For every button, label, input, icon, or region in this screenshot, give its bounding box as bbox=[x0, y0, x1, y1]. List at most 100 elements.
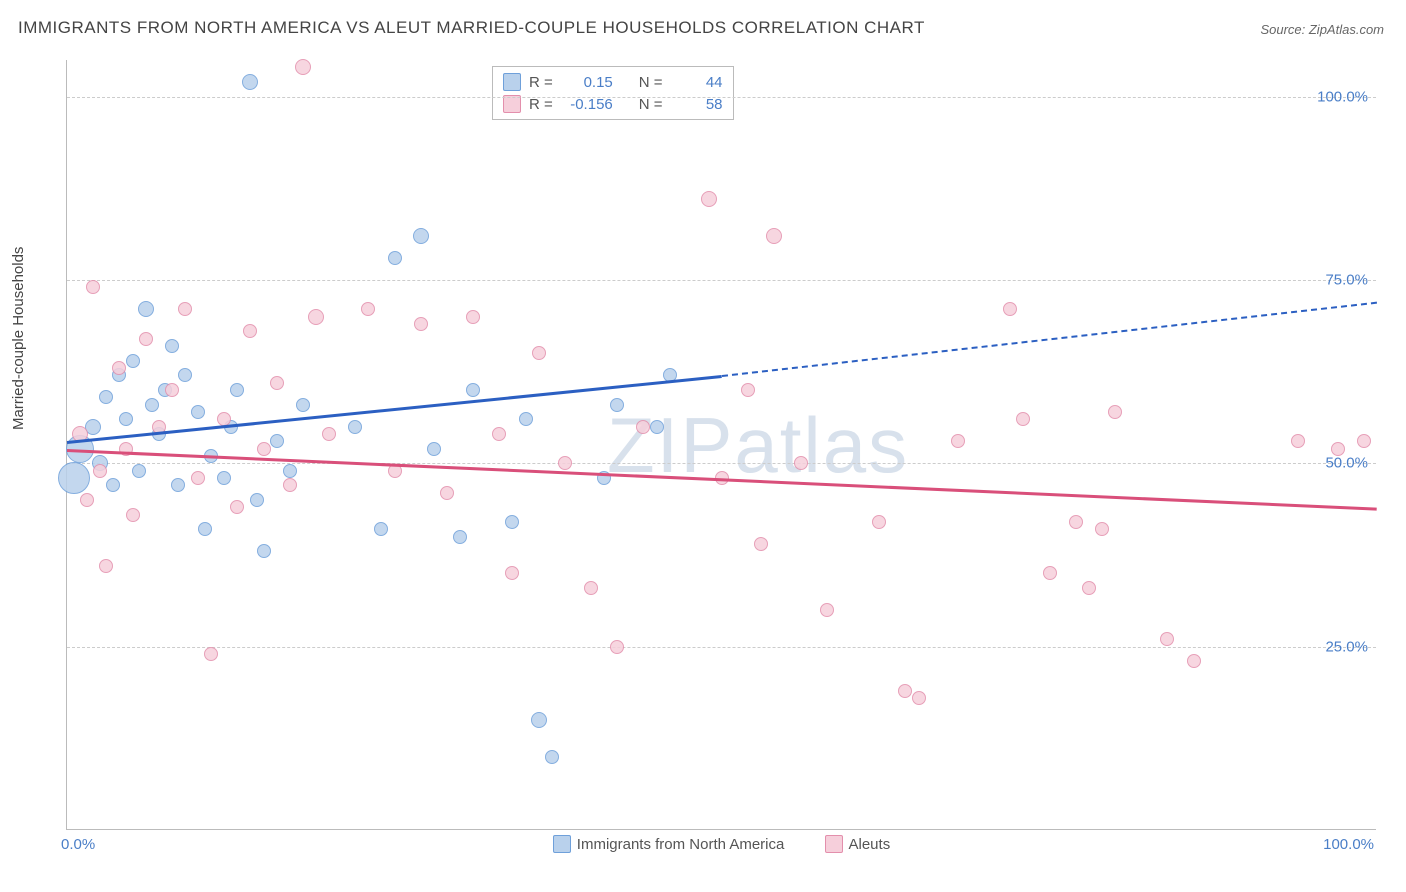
scatter-point bbox=[466, 383, 480, 397]
scatter-point bbox=[741, 383, 755, 397]
stats-row: R = 0.15 N = 44 bbox=[503, 71, 723, 93]
n-label: N = bbox=[639, 96, 663, 113]
scatter-point bbox=[86, 280, 100, 294]
scatter-point bbox=[519, 412, 533, 426]
scatter-point bbox=[820, 603, 834, 617]
scatter-point bbox=[361, 302, 375, 316]
scatter-point bbox=[1069, 515, 1083, 529]
scatter-point bbox=[872, 515, 886, 529]
scatter-point bbox=[1291, 434, 1305, 448]
x-tick-label: 0.0% bbox=[61, 836, 95, 853]
scatter-point bbox=[99, 390, 113, 404]
scatter-point bbox=[794, 456, 808, 470]
scatter-point bbox=[230, 383, 244, 397]
scatter-point bbox=[132, 464, 146, 478]
y-tick-label: 75.0% bbox=[1325, 272, 1368, 289]
scatter-point bbox=[492, 427, 506, 441]
scatter-point bbox=[532, 346, 546, 360]
scatter-point bbox=[701, 191, 717, 207]
swatch-icon bbox=[553, 835, 571, 853]
scatter-point bbox=[1043, 566, 1057, 580]
scatter-point bbox=[283, 478, 297, 492]
legend: Immigrants from North America Aleuts bbox=[67, 835, 1376, 857]
correlation-stats-box: R = 0.15 N = 44 R = -0.156 N = 58 bbox=[492, 66, 734, 120]
scatter-point bbox=[119, 412, 133, 426]
scatter-point bbox=[505, 515, 519, 529]
scatter-point bbox=[165, 339, 179, 353]
gridline bbox=[67, 463, 1376, 464]
r-value: -0.156 bbox=[561, 96, 613, 113]
gridline bbox=[67, 280, 1376, 281]
scatter-point bbox=[139, 332, 153, 346]
scatter-point bbox=[951, 434, 965, 448]
scatter-point bbox=[388, 251, 402, 265]
scatter-point bbox=[650, 420, 664, 434]
scatter-point bbox=[374, 522, 388, 536]
scatter-point bbox=[257, 544, 271, 558]
scatter-point bbox=[270, 376, 284, 390]
legend-label: Aleuts bbox=[849, 836, 891, 853]
n-value: 58 bbox=[671, 96, 723, 113]
scatter-point bbox=[1095, 522, 1109, 536]
scatter-point bbox=[295, 59, 311, 75]
chart-plot-area: ZIPatlas R = 0.15 N = 44 R = -0.156 N = … bbox=[66, 60, 1376, 830]
scatter-point bbox=[178, 302, 192, 316]
scatter-point bbox=[505, 566, 519, 580]
scatter-point bbox=[58, 462, 90, 494]
scatter-point bbox=[257, 442, 271, 456]
gridline bbox=[67, 647, 1376, 648]
n-value: 44 bbox=[671, 74, 723, 91]
scatter-point bbox=[93, 464, 107, 478]
scatter-point bbox=[270, 434, 284, 448]
scatter-point bbox=[191, 471, 205, 485]
chart-title: IMMIGRANTS FROM NORTH AMERICA VS ALEUT M… bbox=[18, 18, 925, 38]
scatter-point bbox=[204, 647, 218, 661]
scatter-point bbox=[427, 442, 441, 456]
scatter-point bbox=[1160, 632, 1174, 646]
scatter-point bbox=[1003, 302, 1017, 316]
gridline bbox=[67, 97, 1376, 98]
source-attribution: Source: ZipAtlas.com bbox=[1260, 22, 1384, 37]
y-tick-label: 25.0% bbox=[1325, 638, 1368, 655]
scatter-point bbox=[308, 309, 324, 325]
scatter-point bbox=[243, 324, 257, 338]
scatter-point bbox=[126, 354, 140, 368]
scatter-point bbox=[138, 301, 154, 317]
x-tick-label: 100.0% bbox=[1323, 836, 1374, 853]
scatter-point bbox=[545, 750, 559, 764]
trend-line bbox=[722, 302, 1377, 377]
scatter-point bbox=[453, 530, 467, 544]
scatter-point bbox=[766, 228, 782, 244]
scatter-point bbox=[191, 405, 205, 419]
scatter-point bbox=[610, 398, 624, 412]
scatter-point bbox=[80, 493, 94, 507]
scatter-point bbox=[1331, 442, 1345, 456]
scatter-point bbox=[242, 74, 258, 90]
scatter-point bbox=[348, 420, 362, 434]
scatter-point bbox=[1016, 412, 1030, 426]
scatter-point bbox=[1108, 405, 1122, 419]
scatter-point bbox=[198, 522, 212, 536]
scatter-point bbox=[636, 420, 650, 434]
scatter-point bbox=[912, 691, 926, 705]
scatter-point bbox=[178, 368, 192, 382]
scatter-point bbox=[217, 471, 231, 485]
scatter-point bbox=[99, 559, 113, 573]
scatter-point bbox=[1357, 434, 1371, 448]
scatter-point bbox=[145, 398, 159, 412]
scatter-point bbox=[466, 310, 480, 324]
y-tick-label: 50.0% bbox=[1325, 455, 1368, 472]
y-tick-label: 100.0% bbox=[1317, 88, 1368, 105]
scatter-point bbox=[171, 478, 185, 492]
scatter-point bbox=[1082, 581, 1096, 595]
scatter-point bbox=[296, 398, 310, 412]
scatter-point bbox=[558, 456, 572, 470]
scatter-point bbox=[531, 712, 547, 728]
legend-label: Immigrants from North America bbox=[577, 836, 785, 853]
scatter-point bbox=[126, 508, 140, 522]
swatch-icon bbox=[825, 835, 843, 853]
r-label: R = bbox=[529, 74, 553, 91]
scatter-point bbox=[414, 317, 428, 331]
y-axis-label: Married-couple Households bbox=[10, 247, 27, 430]
scatter-point bbox=[230, 500, 244, 514]
